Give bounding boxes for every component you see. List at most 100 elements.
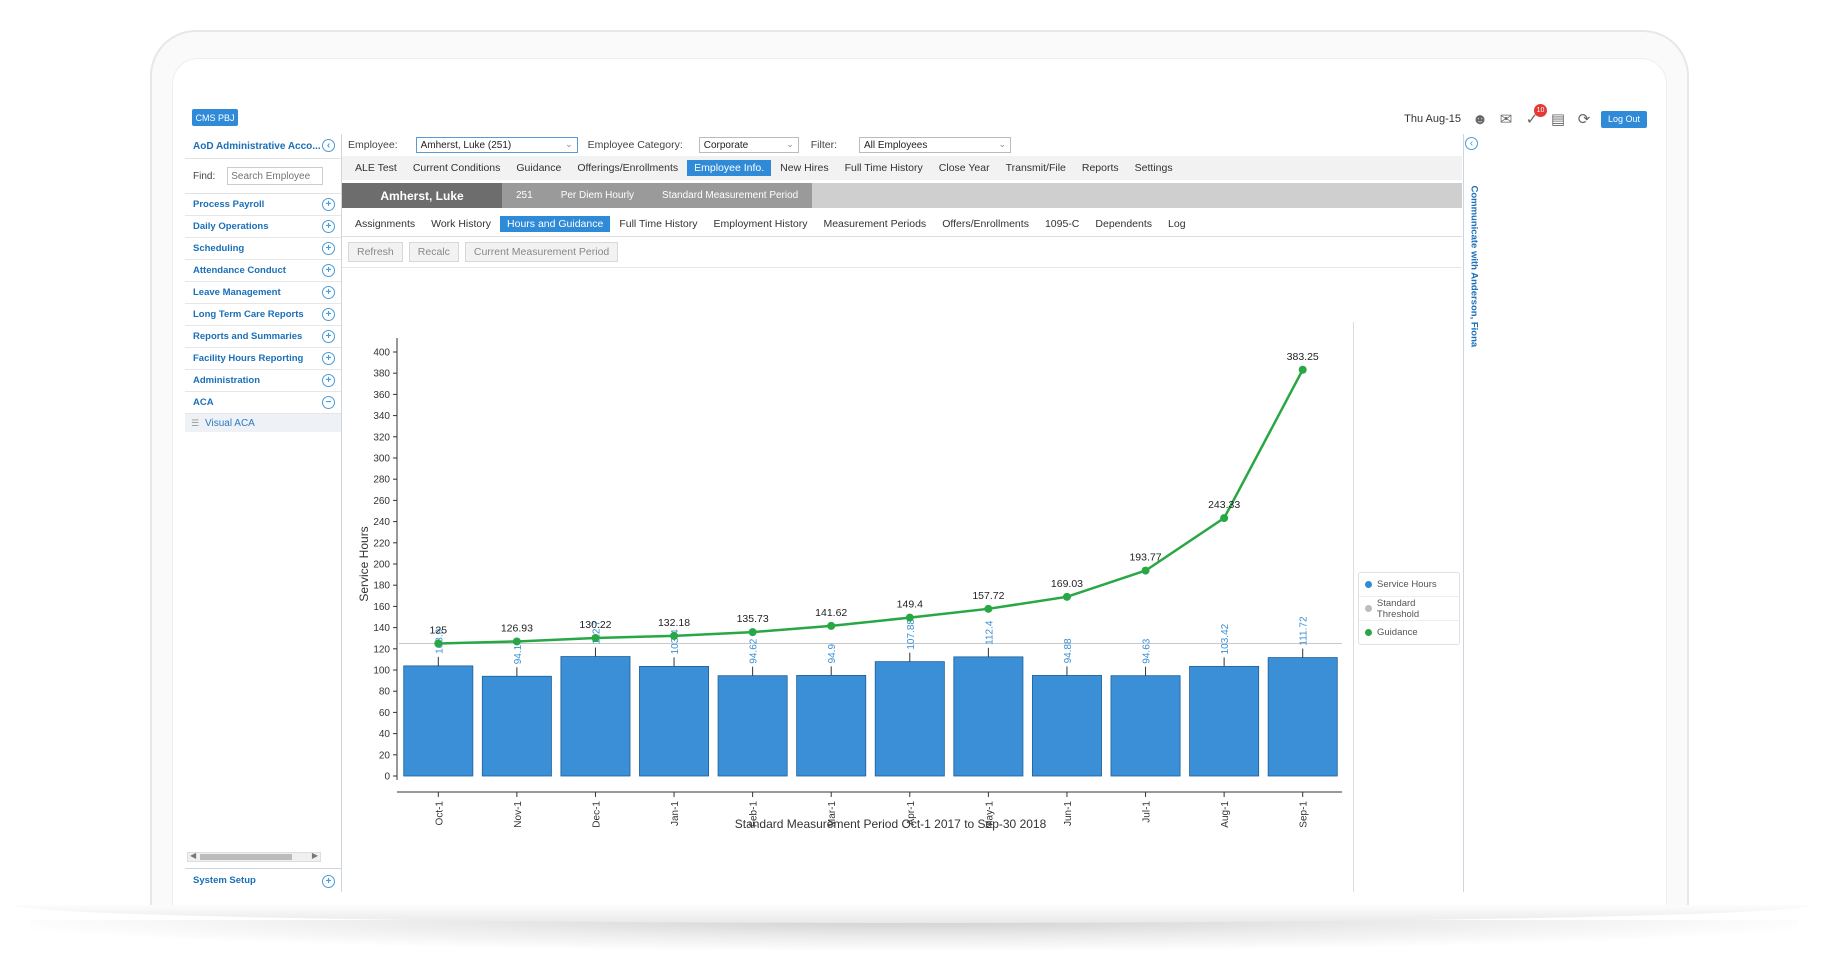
- sidebar-item-aca[interactable]: ACA −: [185, 392, 341, 414]
- tab-dependents[interactable]: Dependents: [1095, 217, 1153, 230]
- search-employee-input[interactable]: [227, 167, 324, 185]
- tab-current-conditions[interactable]: Current Conditions: [412, 162, 501, 174]
- account-selector[interactable]: AoD Administrative Acco... ‹: [185, 134, 341, 159]
- chat-icon[interactable]: ✉: [1499, 111, 1513, 128]
- sidebar-item-process-payroll[interactable]: Process Payroll +: [185, 194, 341, 216]
- chart-legend: Service Hours Standard Threshold Guidanc…: [1358, 572, 1460, 645]
- guidance-value-label: 157.72: [972, 590, 1004, 602]
- y-tick-label: 160: [373, 602, 390, 613]
- bar-value-label: 94.9: [827, 644, 838, 664]
- tab-assignments[interactable]: Assignments: [355, 217, 416, 230]
- brand-button[interactable]: CMS PBJ: [192, 109, 238, 126]
- guidance-value-label: 125: [430, 625, 448, 637]
- sidebar-item-scheduling[interactable]: Scheduling +: [185, 238, 341, 260]
- x-tick-label: Jun-1: [1063, 801, 1074, 826]
- tab-guidance[interactable]: Guidance: [516, 162, 562, 174]
- tab-new-hires[interactable]: New Hires: [780, 162, 829, 174]
- expand-icon[interactable]: +: [322, 352, 335, 365]
- bar-service-hours: [1031, 675, 1102, 777]
- tab-reports[interactable]: Reports: [1081, 162, 1119, 174]
- checkmark-icon[interactable]: ✓ 10: [1523, 104, 1547, 128]
- tab-hours-and-guidance[interactable]: Hours and Guidance: [500, 215, 611, 232]
- tab-ale-test[interactable]: ALE Test: [355, 162, 397, 174]
- tab-close-year[interactable]: Close Year: [938, 162, 990, 174]
- expand-icon[interactable]: +: [322, 220, 335, 233]
- y-tick-label: 300: [373, 454, 390, 465]
- legend-label: Guidance: [1377, 627, 1418, 638]
- scroll-right-icon[interactable]: ▶: [311, 851, 318, 860]
- app-window: CMS PBJ Thu Aug-15 ☻ ✉ ✓ 10 ▤ ⟳ Log Out A…: [185, 104, 1653, 892]
- sidebar-item-administration[interactable]: Administration +: [185, 370, 341, 392]
- employee-summary-bar: Amherst, Luke 251 Per Diem Hourly Standa…: [342, 183, 1462, 208]
- guidance-value-label: 135.73: [737, 613, 769, 625]
- tab-full-time-history[interactable]: Full Time History: [619, 217, 698, 230]
- employee-type: Per Diem Hourly: [560, 190, 635, 201]
- legend-panel: Service Hours Standard Threshold Guidanc…: [1353, 322, 1462, 892]
- sidebar-subitem-visual-aca[interactable]: ☰ Visual ACA: [185, 414, 341, 432]
- communicate-with-label[interactable]: Communicate with Anderson, Fiona: [1468, 185, 1480, 348]
- action-bar: Refresh Recalc Current Measurement Perio…: [342, 237, 1462, 268]
- sidebar-item-attendance-conduct[interactable]: Attendance Conduct +: [185, 260, 341, 282]
- expand-icon[interactable]: +: [322, 198, 335, 211]
- sidebar-item-reports-and-summaries[interactable]: Reports and Summaries +: [185, 326, 341, 348]
- filter-select[interactable]: All Employees ⌄: [859, 137, 1011, 153]
- scrollbar-thumb[interactable]: [200, 854, 292, 860]
- tab-employee-info[interactable]: Employee Info.: [687, 160, 772, 176]
- employee-select[interactable]: Amherst, Luke (251) ⌄: [415, 137, 578, 153]
- y-tick-label: 120: [373, 644, 390, 655]
- employee-id: 251: [516, 190, 533, 201]
- tab-settings[interactable]: Settings: [1134, 162, 1173, 174]
- guidance-point: [512, 637, 521, 646]
- category-select[interactable]: Corporate ⌄: [698, 137, 799, 153]
- expand-icon[interactable]: +: [322, 308, 335, 321]
- sidebar-item-label: System Setup: [193, 875, 256, 886]
- tab-offers-enrollments[interactable]: Offers/Enrollments: [942, 217, 1029, 230]
- collapse-icon[interactable]: ‹: [322, 139, 335, 152]
- horizontal-scrollbar[interactable]: ◀ ▶: [187, 851, 321, 862]
- guidance-value-label: 141.62: [815, 607, 847, 619]
- sidebar-item-leave-management[interactable]: Leave Management +: [185, 282, 341, 304]
- tab-work-history[interactable]: Work History: [431, 217, 492, 230]
- refresh-button[interactable]: Refresh: [348, 242, 403, 262]
- scroll-left-icon[interactable]: ◀: [190, 851, 197, 860]
- tab-transmit-file[interactable]: Transmit/File: [1005, 162, 1066, 174]
- expand-icon[interactable]: +: [322, 330, 335, 343]
- tab-full-time-history[interactable]: Full Time History: [844, 162, 923, 174]
- guidance-point: [434, 639, 443, 648]
- expand-panel-icon[interactable]: ‹: [1465, 137, 1478, 150]
- refresh-icon[interactable]: ⟳: [1577, 111, 1591, 128]
- expand-icon[interactable]: +: [322, 264, 335, 277]
- sidebar-item-long-term-care-reports[interactable]: Long Term Care Reports +: [185, 304, 341, 326]
- expand-icon[interactable]: +: [322, 374, 335, 387]
- document-icon[interactable]: ▤: [1550, 111, 1566, 128]
- legend-item-service-hours[interactable]: Service Hours: [1359, 573, 1459, 597]
- legend-swatch: [1365, 629, 1372, 636]
- tab-employment-history[interactable]: Employment History: [713, 217, 808, 230]
- guidance-point: [1141, 566, 1150, 575]
- x-tick-label: Feb-1: [749, 801, 760, 828]
- expand-icon[interactable]: +: [322, 242, 335, 255]
- user-icon[interactable]: ☻: [1472, 110, 1488, 128]
- sidebar-item-label: Scheduling: [193, 243, 245, 254]
- main-content: Employee: Amherst, Luke (251) ⌄ Employee…: [342, 134, 1462, 892]
- collapse-icon[interactable]: −: [322, 396, 335, 409]
- y-tick-label: 100: [373, 666, 390, 677]
- sidebar-item-system-setup[interactable]: System Setup +: [185, 868, 341, 892]
- legend-label: Service Hours: [1377, 579, 1437, 590]
- current-measurement-period-button[interactable]: Current Measurement Period: [464, 242, 619, 262]
- tab-measurement-periods[interactable]: Measurement Periods: [823, 217, 927, 230]
- right-panel-strip[interactable]: ‹ Communicate with Anderson, Fiona: [1463, 134, 1480, 892]
- sidebar-item-facility-hours-reporting[interactable]: Facility Hours Reporting +: [185, 348, 341, 370]
- tab-log[interactable]: Log: [1168, 217, 1186, 230]
- legend-swatch: [1365, 581, 1372, 588]
- tab-1095-c[interactable]: 1095-C: [1044, 217, 1080, 230]
- tab-offerings-enrollments[interactable]: Offerings/Enrollments: [577, 162, 679, 174]
- legend-item-standard-threshold[interactable]: Standard Threshold: [1359, 597, 1459, 621]
- logout-button[interactable]: Log Out: [1601, 110, 1647, 128]
- expand-icon[interactable]: +: [322, 875, 335, 888]
- sidebar-item-daily-operations[interactable]: Daily Operations +: [185, 216, 341, 238]
- recalc-button[interactable]: Recalc: [408, 242, 459, 262]
- legend-item-guidance[interactable]: Guidance: [1359, 621, 1459, 644]
- expand-icon[interactable]: +: [322, 286, 335, 299]
- filter-label: Filter:: [810, 139, 837, 151]
